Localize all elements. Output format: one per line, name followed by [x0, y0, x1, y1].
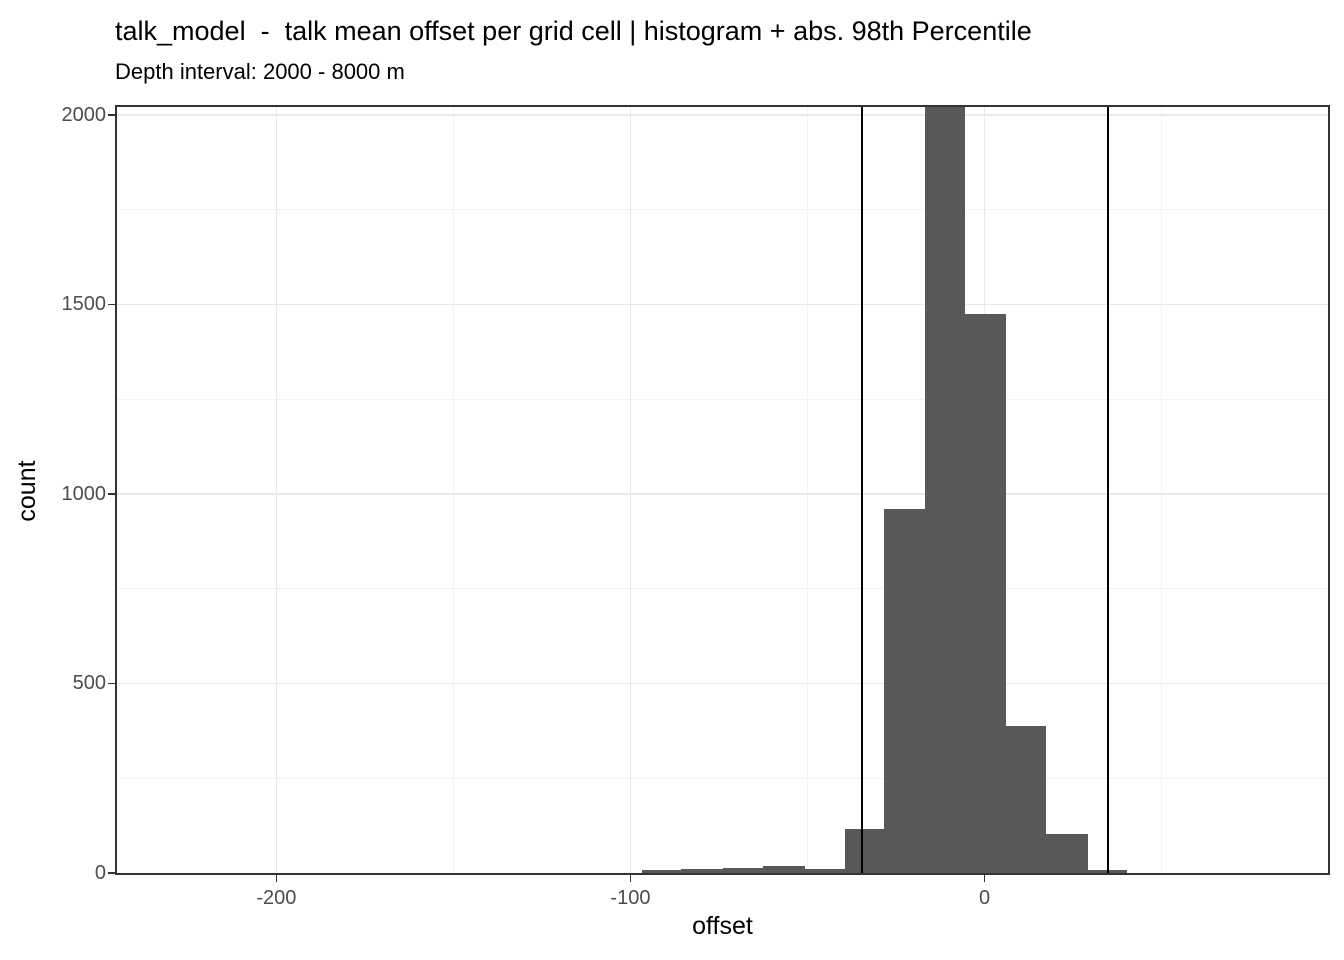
grid-minor-horizontal: [117, 398, 1328, 400]
grid-minor-vertical: [1161, 107, 1163, 873]
x-axis-tick: [629, 875, 632, 882]
histogram-bar: [681, 868, 723, 873]
histogram-bar: [722, 868, 763, 873]
y-tick-label: 1500: [61, 293, 107, 316]
chart-title: talk_model - talk mean offset per grid c…: [115, 16, 1032, 46]
histogram-bar: [804, 868, 846, 873]
histogram-bar: [762, 866, 806, 873]
grid-minor-horizontal: [117, 209, 1328, 211]
y-axis-title: count: [13, 460, 41, 522]
x-axis-title: offset: [692, 912, 753, 940]
histogram-bar: [924, 107, 966, 873]
x-tick-label: -100: [610, 887, 651, 909]
histogram-bar: [1005, 725, 1046, 873]
histogram-bar: [642, 869, 682, 873]
grid-major-horizontal: [117, 114, 1328, 116]
grid-major-vertical: [275, 107, 278, 873]
grid-major-vertical: [629, 107, 632, 873]
x-axis-tick: [983, 875, 986, 882]
y-axis-tick: [108, 303, 115, 306]
histogram-bar: [964, 313, 1006, 873]
y-tick-label: 1000: [61, 482, 107, 505]
y-axis-tick: [108, 493, 115, 495]
grid-major-horizontal: [117, 682, 1328, 685]
x-tick-label: 0: [978, 887, 991, 909]
percentile-reference-line: [861, 107, 864, 873]
histogram-bar: [845, 829, 885, 873]
histogram-bar: [1045, 833, 1088, 873]
grid-minor-horizontal: [117, 777, 1328, 779]
x-tick-label: -200: [256, 887, 297, 909]
y-tick-label: 500: [72, 672, 106, 695]
y-axis-tick: [108, 682, 115, 685]
grid-minor-vertical: [806, 107, 808, 873]
histogram-bar: [1087, 869, 1127, 873]
y-axis-tick: [108, 114, 115, 116]
chart-subtitle: Depth interval: 2000 - 8000 m: [115, 59, 405, 84]
grid-major-horizontal: [117, 493, 1328, 495]
grid-major-horizontal: [117, 303, 1328, 306]
grid-minor-vertical: [452, 107, 454, 873]
grid-minor-horizontal: [117, 588, 1328, 590]
y-axis-tick: [108, 872, 115, 874]
histogram-bar: [883, 509, 926, 873]
percentile-reference-line: [1107, 107, 1110, 873]
x-axis-tick: [275, 875, 278, 882]
plot-panel: [115, 105, 1330, 875]
y-tick-label: 2000: [61, 103, 107, 126]
y-tick-label: 0: [94, 862, 106, 884]
